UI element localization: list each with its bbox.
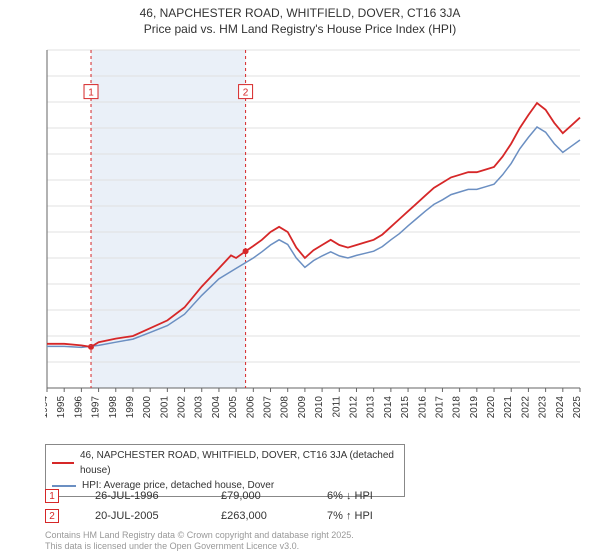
svg-text:1998: 1998 [108,396,119,419]
svg-text:2006: 2006 [245,396,256,419]
price-chart: £0£50K£100K£150K£200K£250K£300K£350K£400… [45,46,590,436]
legend-item-property: 46, NAPCHESTER ROAD, WHITFIELD, DOVER, C… [52,448,398,478]
sale-hpi-diff: 6% ↓ HPI [327,490,417,502]
sale-date: 26-JUL-1996 [95,490,185,502]
svg-text:2023: 2023 [538,396,549,419]
svg-text:2018: 2018 [452,396,463,419]
svg-text:2020: 2020 [486,396,497,419]
sale-marker-icon: 2 [45,509,59,523]
svg-text:2011: 2011 [331,396,342,418]
footer-line-2: This data is licensed under the Open Gov… [45,541,354,552]
svg-text:2019: 2019 [469,396,480,419]
sale-record: 1 26-JUL-1996 £79,000 6% ↓ HPI [45,486,417,506]
svg-text:2002: 2002 [177,396,188,419]
legend-swatch [52,462,74,464]
sale-marker-icon: 1 [45,489,59,503]
svg-text:2003: 2003 [194,396,205,419]
title-line-1: 46, NAPCHESTER ROAD, WHITFIELD, DOVER, C… [0,6,600,22]
svg-text:2004: 2004 [211,396,222,419]
sale-date: 20-JUL-2005 [95,510,185,522]
svg-text:1994: 1994 [45,396,50,419]
svg-text:2017: 2017 [434,396,445,419]
svg-text:1999: 1999 [125,396,136,419]
svg-text:2015: 2015 [400,396,411,419]
svg-text:1995: 1995 [56,396,67,419]
svg-text:2025: 2025 [572,396,583,419]
title-line-2: Price paid vs. HM Land Registry's House … [0,22,600,38]
footer-attribution: Contains HM Land Registry data © Crown c… [45,530,354,553]
chart-svg: £0£50K£100K£150K£200K£250K£300K£350K£400… [45,46,590,436]
sale-hpi-diff: 7% ↑ HPI [327,510,417,522]
sale-records: 1 26-JUL-1996 £79,000 6% ↓ HPI 2 20-JUL-… [45,486,417,526]
svg-text:2021: 2021 [503,396,514,419]
svg-text:2014: 2014 [383,396,394,419]
svg-text:2013: 2013 [366,396,377,419]
sale-price: £263,000 [221,510,291,522]
svg-text:1: 1 [88,88,94,99]
sale-price: £79,000 [221,490,291,502]
chart-title: 46, NAPCHESTER ROAD, WHITFIELD, DOVER, C… [0,0,600,37]
svg-text:2001: 2001 [159,396,170,419]
svg-text:2005: 2005 [228,396,239,419]
legend-label: 46, NAPCHESTER ROAD, WHITFIELD, DOVER, C… [80,448,398,478]
svg-text:2016: 2016 [417,396,428,419]
svg-text:2008: 2008 [280,396,291,419]
svg-text:1997: 1997 [91,396,102,419]
svg-text:2010: 2010 [314,396,325,419]
footer-line-1: Contains HM Land Registry data © Crown c… [45,530,354,541]
svg-text:2022: 2022 [520,396,531,419]
sale-record: 2 20-JUL-2005 £263,000 7% ↑ HPI [45,506,417,526]
svg-text:2007: 2007 [263,396,274,419]
svg-text:1996: 1996 [73,396,84,419]
svg-text:2009: 2009 [297,396,308,419]
svg-text:2024: 2024 [555,396,566,419]
svg-text:2000: 2000 [142,396,153,419]
svg-text:2: 2 [243,88,249,99]
svg-text:2012: 2012 [348,396,359,419]
